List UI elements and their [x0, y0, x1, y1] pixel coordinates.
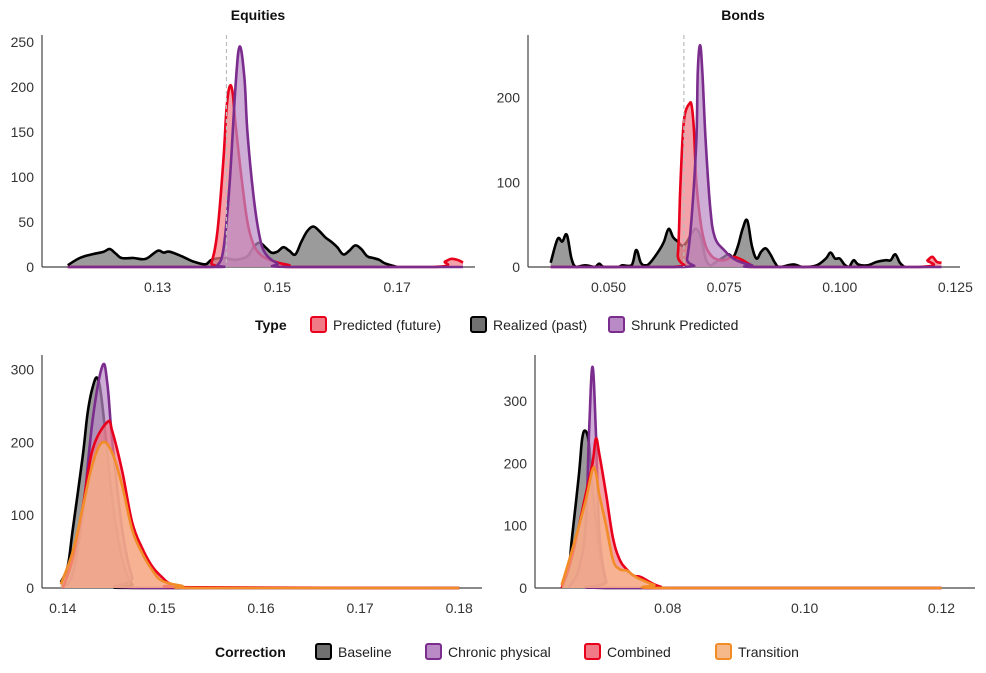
x-tick-label: 0.13 — [144, 279, 171, 295]
panel-title: Bonds — [721, 7, 765, 23]
y-tick-label: 200 — [497, 90, 521, 106]
legend-item: Realized (past) — [470, 316, 587, 333]
legend-label: Shrunk Predicted — [631, 317, 738, 333]
y-tick-label: 0 — [26, 259, 34, 275]
legend-swatch — [425, 643, 442, 660]
panel-4: 0.08 0.10 0.12 0 100 200 300 — [504, 355, 975, 616]
x-tick-label: 0.12 — [928, 600, 955, 616]
legend-label: Chronic physical — [448, 644, 551, 660]
legend-item: Combined — [584, 643, 671, 660]
legend-type-title: Type — [255, 317, 287, 333]
legend-label: Realized (past) — [493, 317, 587, 333]
legend-correction: Correction Baseline Chronic physical Combi… — [215, 643, 799, 660]
density-area-transition — [60, 441, 460, 588]
panel-title: Equities — [231, 7, 286, 23]
density-line-shrunk-predicted — [67, 45, 464, 269]
x-tick-label: 0.15 — [148, 600, 175, 616]
y-tick-label: 200 — [11, 434, 35, 450]
panel-1: Equities 0.13 0.15 0.17 0 50 100 150 200 250 — [11, 7, 475, 295]
x-tick-label: 0.10 — [791, 600, 818, 616]
x-tick-label: 0.16 — [247, 600, 274, 616]
legend-label: Baseline — [338, 644, 392, 660]
y-tick-label: 300 — [11, 362, 35, 378]
legend-label: Predicted (future) — [333, 317, 441, 333]
x-tick-label: 0.050 — [591, 279, 626, 295]
y-tick-label: 150 — [11, 124, 35, 140]
legend-item: Shrunk Predicted — [608, 316, 738, 333]
y-tick-label: 0 — [519, 580, 527, 596]
legend-type: Type Predicted (future) Realized (past) Sh… — [255, 316, 738, 333]
legend-item: Baseline — [315, 643, 392, 660]
density-line-transition — [59, 440, 460, 590]
density-area-transition — [561, 467, 942, 588]
x-tick-label: 0.18 — [446, 600, 473, 616]
density-line-realized-past — [67, 225, 398, 269]
legend-swatch — [310, 316, 327, 333]
x-tick-label: 0.15 — [264, 279, 291, 295]
x-tick-label: 0.14 — [49, 600, 76, 616]
y-tick-label: 100 — [497, 174, 521, 190]
legend-swatch — [584, 643, 601, 660]
y-tick-label: 200 — [504, 455, 528, 471]
x-tick-label: 0.100 — [822, 279, 857, 295]
y-tick-label: 50 — [18, 214, 34, 230]
panel-2: Bonds 0.050 0.075 0.100 0.125 0 100 200 — [497, 7, 973, 295]
y-tick-label: 100 — [11, 507, 35, 523]
legend-label: Transition — [738, 644, 799, 660]
y-tick-label: 200 — [11, 79, 35, 95]
legend-item: Predicted (future) — [310, 316, 441, 333]
y-tick-label: 0 — [512, 259, 520, 275]
x-tick-label: 0.125 — [938, 279, 973, 295]
y-tick-label: 100 — [11, 169, 35, 185]
legend-item: Transition — [715, 643, 799, 660]
density-line-transition — [560, 465, 942, 590]
x-tick-label: 0.17 — [346, 600, 373, 616]
legend-swatch — [608, 316, 625, 333]
legend-label: Combined — [607, 644, 671, 660]
density-line-predicted-future — [67, 83, 464, 269]
legend-swatch — [470, 316, 487, 333]
density-area-shrunk-predicted — [67, 46, 464, 267]
density-line-shrunk-predicted — [550, 43, 942, 269]
x-tick-label: 0.075 — [707, 279, 742, 295]
y-tick-label: 300 — [504, 393, 528, 409]
legend-swatch — [315, 643, 332, 660]
legend-swatch — [715, 643, 732, 660]
y-tick-label: 100 — [504, 518, 528, 534]
density-area-chronic-physical — [568, 366, 942, 588]
density-area-predicted-future — [67, 85, 464, 267]
legend-correction-title: Correction — [215, 644, 286, 660]
legend-item: Chronic physical — [425, 643, 551, 660]
density-area-combined — [561, 438, 942, 588]
x-tick-label: 0.08 — [654, 600, 681, 616]
x-tick-label: 0.17 — [384, 279, 411, 295]
y-tick-label: 250 — [11, 34, 35, 50]
panel-3: 0.14 0.15 0.16 0.17 0.18 0 100 200 300 — [11, 355, 482, 616]
y-tick-label: 0 — [26, 580, 34, 596]
density-line-chronic-physical — [567, 365, 942, 590]
